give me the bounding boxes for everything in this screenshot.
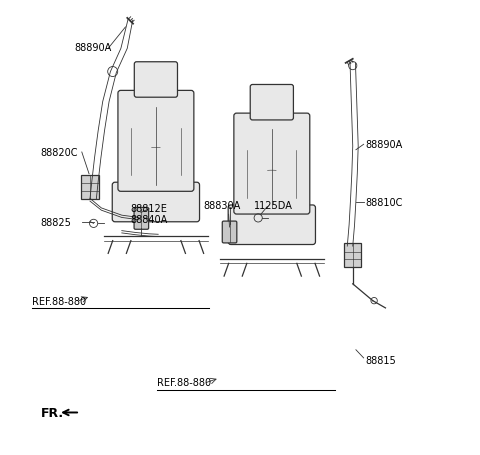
Text: 88830A: 88830A [204,201,241,211]
Text: 88890A: 88890A [365,140,402,150]
Text: 88840A: 88840A [130,214,167,224]
FancyBboxPatch shape [344,244,361,268]
FancyBboxPatch shape [250,85,293,121]
Text: 88812E: 88812E [130,203,167,213]
FancyBboxPatch shape [118,91,194,192]
Text: 88890A: 88890A [74,43,111,53]
Text: 88810C: 88810C [365,197,402,207]
FancyBboxPatch shape [112,183,200,222]
Text: FR.: FR. [41,406,64,419]
FancyBboxPatch shape [134,208,149,230]
FancyBboxPatch shape [222,222,237,243]
Text: 88820C: 88820C [40,148,77,157]
FancyBboxPatch shape [234,114,310,215]
FancyBboxPatch shape [81,176,98,199]
Text: REF.88-880: REF.88-880 [157,378,211,388]
Text: 88815: 88815 [365,355,396,365]
Text: 1125DA: 1125DA [253,201,292,211]
FancyBboxPatch shape [228,206,315,245]
Text: REF.88-880: REF.88-880 [32,296,86,306]
FancyBboxPatch shape [134,63,178,98]
Text: 88825: 88825 [40,218,71,228]
